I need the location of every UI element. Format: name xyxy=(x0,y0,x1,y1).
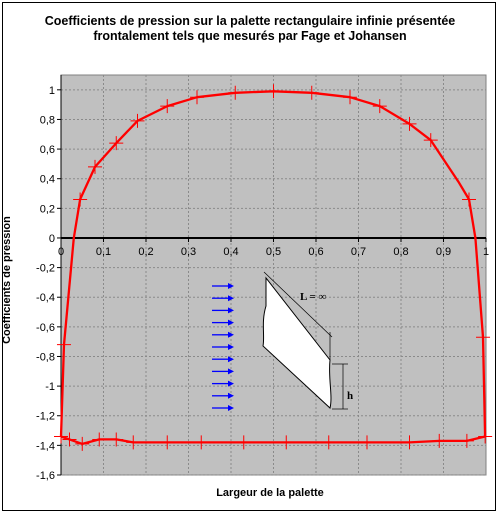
chart-title-line-1: Coefficients de pression sur la palette … xyxy=(44,14,456,28)
x-axis-label: Largeur de la palette xyxy=(216,487,324,499)
data-point-marker xyxy=(321,435,336,450)
flow-arrowhead xyxy=(228,380,234,387)
x-tick-label: 0,9 xyxy=(436,246,451,258)
x-tick-label: 0,8 xyxy=(393,246,408,258)
y-tick-label: 0,2 xyxy=(40,203,55,215)
flow-arrowhead xyxy=(228,331,234,338)
x-tick-label: 0,5 xyxy=(266,246,281,258)
data-point-marker xyxy=(343,90,357,105)
data-point-marker xyxy=(62,432,77,447)
data-point-marker xyxy=(476,330,491,345)
data-point-marker xyxy=(160,435,175,450)
y-tick-label: 0,4 xyxy=(40,174,55,186)
y-tick-label: -0,2 xyxy=(36,263,55,275)
data-point-marker xyxy=(190,90,204,105)
x-tick-label: 0,1 xyxy=(96,246,111,258)
flow-arrowhead xyxy=(228,283,234,289)
chart-title-line-2: frontalement tels que mesurés par Fage e… xyxy=(93,29,407,43)
y-tick-label: -0,4 xyxy=(36,292,55,304)
data-point-marker xyxy=(423,133,438,148)
flow-arrowhead xyxy=(228,405,234,411)
data-point-marker xyxy=(92,432,107,447)
flow-arrowhead xyxy=(228,356,234,363)
data-point-marker xyxy=(304,85,319,100)
data-point-marker xyxy=(73,192,88,207)
y-tick-label: -0,6 xyxy=(36,322,55,334)
x-tick-label: 0,3 xyxy=(181,246,196,258)
chart-frame xyxy=(2,2,496,511)
y-tick-label: 0 xyxy=(49,233,55,245)
pressure-series xyxy=(54,84,493,451)
flow-arrowhead xyxy=(228,307,234,314)
data-point-marker xyxy=(75,436,90,451)
plate-height-label: h xyxy=(347,390,353,402)
y-tick-label: -1,6 xyxy=(36,470,55,482)
x-tick-label: 1 xyxy=(483,246,489,258)
x-tick-label: 0,6 xyxy=(308,246,323,258)
data-point-marker xyxy=(56,337,71,352)
flow-arrowhead xyxy=(228,295,234,302)
data-point-marker xyxy=(360,435,374,450)
flow-arrowhead xyxy=(228,392,234,399)
flow-arrowhead xyxy=(228,344,234,350)
y-tick-label: -1 xyxy=(45,381,55,393)
x-tick-label: 0,4 xyxy=(223,246,238,258)
y-tick-label: -1,2 xyxy=(36,411,55,423)
y-tick-label: 1 xyxy=(49,85,55,97)
chart-title: Coefficients de pression sur la palette … xyxy=(0,14,500,44)
data-point-marker xyxy=(478,429,493,444)
plate-length-label: L = ∞ xyxy=(300,291,326,303)
y-tick-label: -1,4 xyxy=(36,440,55,452)
data-point-marker xyxy=(126,435,141,450)
data-point-marker xyxy=(194,435,209,450)
data-point-marker xyxy=(236,435,251,450)
data-point-marker xyxy=(109,136,124,151)
y-tick-label: 0,6 xyxy=(40,144,55,156)
data-point-marker xyxy=(402,116,417,131)
data-point-marker xyxy=(402,435,417,450)
data-point-marker xyxy=(228,85,243,100)
x-tick-label: 0,7 xyxy=(351,246,366,258)
data-point-marker xyxy=(462,192,476,207)
data-point-marker xyxy=(109,432,124,447)
data-point-marker xyxy=(459,433,474,448)
data-point-marker xyxy=(54,429,68,444)
length-dimension-line xyxy=(263,271,333,338)
axes: 1 0,8 0,6 0,4 0,2 0 -0,2 -0,4 -0,6 -0,8 -1 -1,2 -1,4… xyxy=(36,75,489,482)
flow-arrowhead xyxy=(228,319,234,326)
plate-shape xyxy=(262,276,332,409)
y-tick-label: 0,8 xyxy=(40,114,55,126)
y-tick-label: -0,8 xyxy=(36,351,55,363)
x-tick-label: 0,2 xyxy=(138,246,153,258)
flow-arrowhead xyxy=(228,368,234,375)
data-point-marker xyxy=(266,84,281,99)
plate-diagram: L = ∞ h xyxy=(212,271,353,411)
data-point-marker xyxy=(279,435,294,450)
data-point-marker xyxy=(372,99,387,114)
data-point-marker xyxy=(432,433,447,448)
data-point-marker xyxy=(160,99,175,114)
data-point-marker xyxy=(88,159,102,174)
data-point-marker xyxy=(130,113,145,128)
